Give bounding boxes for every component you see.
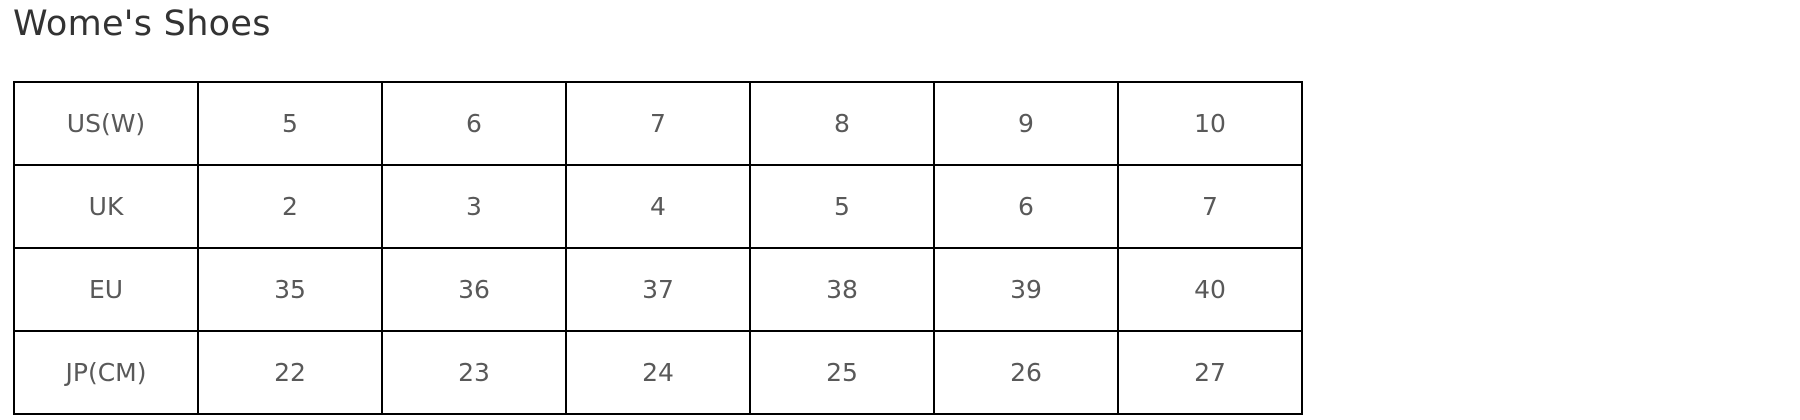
table-cell: 2 bbox=[197, 164, 383, 249]
table-cell: 10 bbox=[1117, 81, 1303, 166]
table-cell: 35 bbox=[197, 247, 383, 332]
table-cell: 7 bbox=[1117, 164, 1303, 249]
table-cell: 6 bbox=[381, 81, 567, 166]
table-row: EU 35 36 37 38 39 40 bbox=[13, 247, 1303, 332]
table-cell: 27 bbox=[1117, 330, 1303, 415]
table-cell: 38 bbox=[749, 247, 935, 332]
table-cell: 7 bbox=[565, 81, 751, 166]
table-cell: 24 bbox=[565, 330, 751, 415]
page-title: Wome's Shoes bbox=[13, 4, 271, 44]
table-cell: 39 bbox=[933, 247, 1119, 332]
row-header-cell: US(W) bbox=[13, 81, 199, 166]
table-cell: 36 bbox=[381, 247, 567, 332]
table-row: US(W) 5 6 7 8 9 10 bbox=[13, 81, 1303, 166]
row-header-cell: JP(CM) bbox=[13, 330, 199, 415]
table-cell: 5 bbox=[197, 81, 383, 166]
table-row: JP(CM) 22 23 24 25 26 27 bbox=[13, 330, 1303, 415]
table-cell: 9 bbox=[933, 81, 1119, 166]
table-cell: 3 bbox=[381, 164, 567, 249]
row-header-cell: EU bbox=[13, 247, 199, 332]
table-cell: 25 bbox=[749, 330, 935, 415]
row-header-cell: UK bbox=[13, 164, 199, 249]
table-cell: 37 bbox=[565, 247, 751, 332]
table-cell: 26 bbox=[933, 330, 1119, 415]
size-chart-table: US(W) 5 6 7 8 9 10 UK 2 3 4 5 6 7 EU 35 36 37 38 39 40 JP(CM)… bbox=[13, 81, 1303, 415]
table-cell: 4 bbox=[565, 164, 751, 249]
table-cell: 40 bbox=[1117, 247, 1303, 332]
table-cell: 6 bbox=[933, 164, 1119, 249]
table-cell: 5 bbox=[749, 164, 935, 249]
table-cell: 8 bbox=[749, 81, 935, 166]
table-cell: 22 bbox=[197, 330, 383, 415]
table-cell: 23 bbox=[381, 330, 567, 415]
table-row: UK 2 3 4 5 6 7 bbox=[13, 164, 1303, 249]
